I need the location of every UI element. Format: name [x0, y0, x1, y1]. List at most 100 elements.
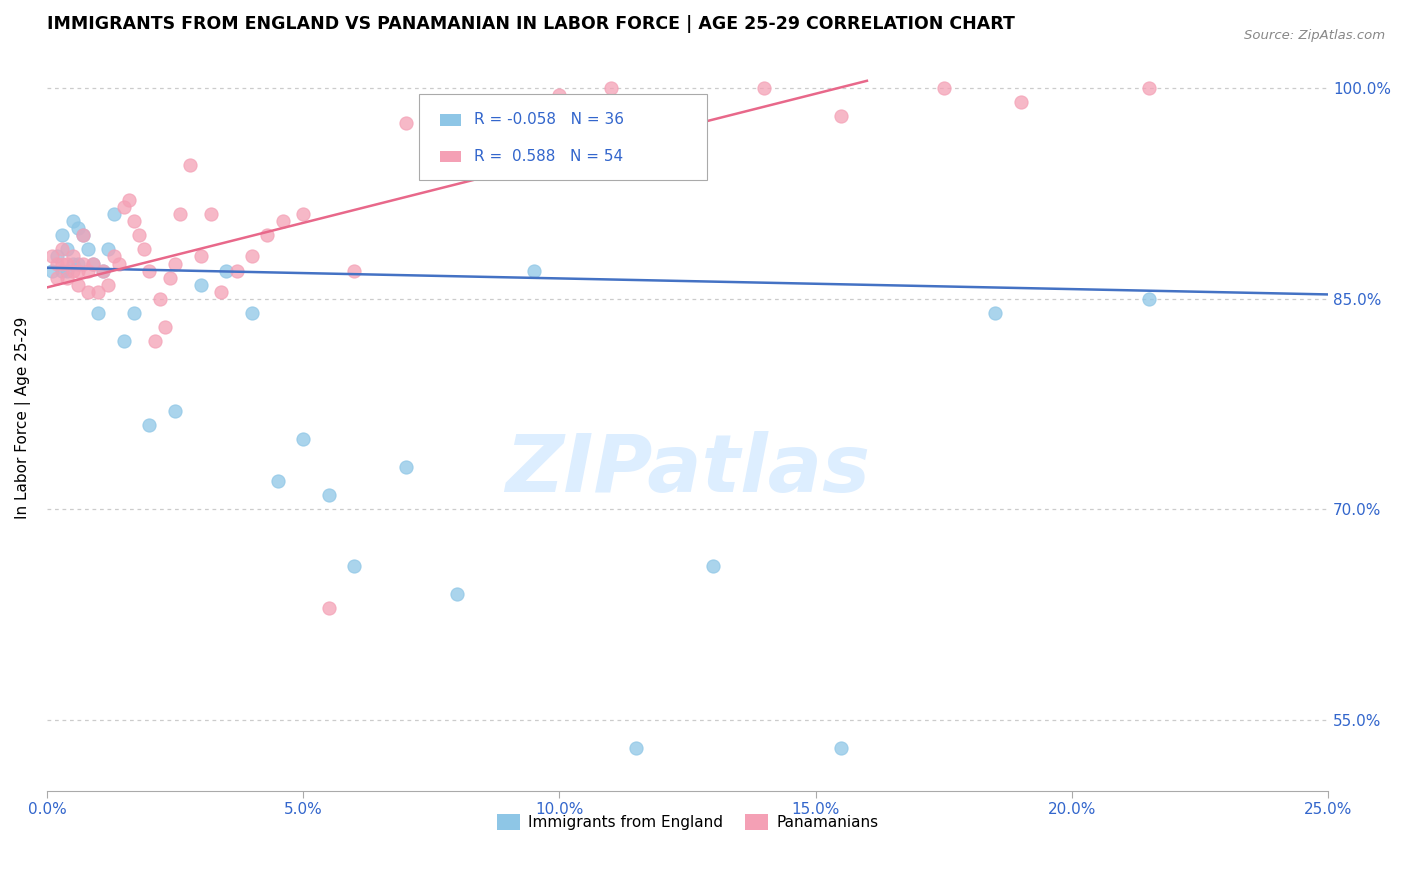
Point [46, 270, 69, 285]
Point [103, 207, 125, 221]
Point [93, 263, 115, 277]
Point [56, 263, 79, 277]
Point [46, 256, 69, 270]
Point [56, 243, 79, 257]
Point [318, 600, 340, 615]
Point [179, 158, 201, 172]
FancyBboxPatch shape [419, 94, 707, 180]
Point [62, 263, 84, 277]
Point [1010, 95, 1032, 109]
Point [209, 285, 232, 299]
Point [318, 488, 340, 502]
Point [97, 243, 120, 257]
Y-axis label: In Labor Force | Age 25-29: In Labor Force | Age 25-29 [15, 317, 31, 519]
Point [446, 587, 468, 601]
Point [56, 270, 79, 285]
Point [122, 306, 145, 320]
Point [41, 263, 63, 277]
Point [626, 741, 648, 756]
Point [66, 256, 89, 270]
Point [93, 263, 115, 277]
Point [128, 228, 150, 243]
Point [51, 256, 73, 270]
Point [122, 214, 145, 228]
Point [112, 200, 135, 214]
Point [932, 80, 955, 95]
Point [343, 558, 366, 573]
Point [984, 306, 1007, 320]
FancyBboxPatch shape [440, 114, 461, 126]
Point [72, 228, 94, 243]
Point [190, 250, 212, 264]
Point [87, 306, 110, 320]
Point [1137, 292, 1160, 306]
FancyBboxPatch shape [440, 151, 461, 162]
Point [134, 243, 156, 257]
Text: Source: ZipAtlas.com: Source: ZipAtlas.com [1244, 29, 1385, 42]
Point [395, 460, 418, 475]
Text: R =  0.588   N = 54: R = 0.588 N = 54 [474, 149, 623, 164]
Point [523, 263, 546, 277]
Point [830, 109, 852, 123]
Point [256, 228, 278, 243]
Point [190, 277, 212, 292]
Point [240, 306, 263, 320]
Point [46, 250, 69, 264]
Point [77, 263, 100, 277]
Point [446, 95, 468, 109]
Point [62, 250, 84, 264]
Point [82, 256, 104, 270]
Point [240, 250, 263, 264]
Point [271, 214, 294, 228]
Text: R = -0.058   N = 36: R = -0.058 N = 36 [474, 112, 624, 128]
Point [51, 243, 73, 257]
Point [169, 207, 191, 221]
Point [107, 256, 129, 270]
Point [149, 292, 172, 306]
Point [165, 256, 187, 270]
Point [87, 285, 110, 299]
Point [77, 285, 100, 299]
Point [215, 263, 238, 277]
Point [51, 228, 73, 243]
Point [548, 87, 571, 102]
Point [66, 263, 89, 277]
Point [159, 270, 181, 285]
Point [66, 277, 89, 292]
Point [41, 250, 63, 264]
Point [830, 741, 852, 756]
Point [165, 404, 187, 418]
Point [138, 263, 160, 277]
Point [112, 334, 135, 348]
Point [62, 214, 84, 228]
Text: IMMIGRANTS FROM ENGLAND VS PANAMANIAN IN LABOR FORCE | AGE 25-29 CORRELATION CHA: IMMIGRANTS FROM ENGLAND VS PANAMANIAN IN… [46, 15, 1015, 33]
Point [292, 432, 315, 446]
Point [56, 256, 79, 270]
Point [138, 418, 160, 433]
Point [62, 256, 84, 270]
Point [103, 250, 125, 264]
Point [702, 558, 724, 573]
Point [754, 80, 776, 95]
Point [143, 334, 166, 348]
Point [651, 95, 673, 109]
Text: ZIPatlas: ZIPatlas [505, 431, 870, 509]
Point [51, 263, 73, 277]
Point [292, 207, 315, 221]
Point [343, 263, 366, 277]
Point [97, 277, 120, 292]
Point [266, 475, 288, 489]
Point [72, 228, 94, 243]
Legend: Immigrants from England, Panamanians: Immigrants from England, Panamanians [491, 808, 884, 837]
Point [225, 263, 247, 277]
Point [200, 207, 222, 221]
Point [118, 194, 141, 208]
Point [153, 319, 176, 334]
Point [72, 256, 94, 270]
Point [77, 243, 100, 257]
Point [66, 221, 89, 235]
Point [1137, 80, 1160, 95]
Point [599, 80, 621, 95]
Point [82, 256, 104, 270]
Point [395, 116, 418, 130]
